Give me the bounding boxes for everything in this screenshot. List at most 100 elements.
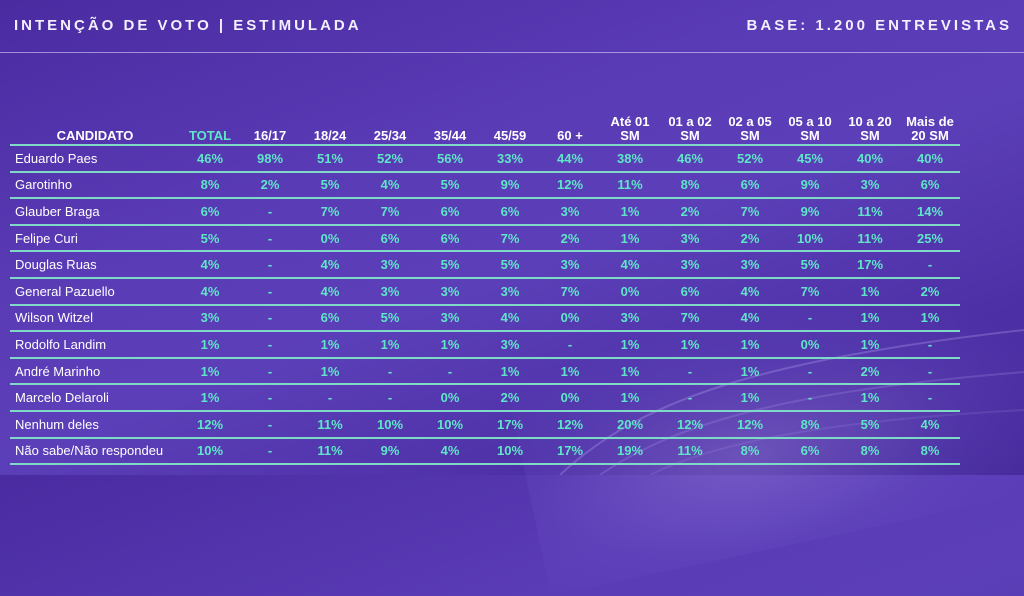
table-body: Eduardo Paes 46% 98% 51% 52% 56% 33% 44% 38% 46% 5…	[10, 145, 960, 466]
segment-value: 1%	[720, 384, 780, 412]
segment-value: 3%	[420, 277, 480, 306]
segment-value: 6%	[780, 437, 840, 466]
candidate-name: Felipe Curi	[10, 224, 180, 253]
segment-value: 1%	[360, 331, 420, 359]
column-header: Mais de 20 SM	[900, 113, 960, 146]
column-header-line: 10 a 20	[848, 114, 892, 129]
column-header: 05 a 10 SM	[780, 113, 840, 146]
segment-value: -	[420, 357, 480, 386]
table-row: Glauber Braga 6% -7% 7% 6% 6% 3% 1% 2% 7% 9% 11% 14%	[10, 198, 960, 226]
candidate-name: Glauber Braga	[10, 198, 180, 226]
segment-value: 0%	[600, 277, 660, 306]
column-header: 16/17	[240, 113, 300, 146]
segment-value: 12%	[720, 410, 780, 439]
segment-value: -	[660, 357, 720, 386]
segment-value: 8%	[660, 171, 720, 200]
segment-value: 1%	[600, 384, 660, 412]
total-value: 12%	[180, 410, 240, 439]
segment-value: 7%	[720, 198, 780, 226]
segment-value: 9%	[780, 198, 840, 226]
column-header-line: SM	[800, 128, 820, 143]
column-header-line: Até 01	[610, 114, 650, 129]
total-value: 3%	[180, 304, 240, 333]
table-header-row: CANDIDATO TOTAL 16/17 18/24 25/34 35/44 45/59 6…	[10, 113, 960, 146]
column-header-line: SM	[680, 128, 700, 143]
candidate-name: Douglas Ruas	[10, 251, 180, 279]
segment-value: 5%	[780, 251, 840, 279]
segment-value: 12%	[540, 410, 600, 439]
segment-value: 1%	[720, 331, 780, 359]
segment-value: 12%	[540, 171, 600, 200]
segment-value: 5%	[300, 171, 360, 200]
segment-value: 56%	[420, 145, 480, 173]
candidate-name: Nenhum deles	[10, 410, 180, 439]
segment-value: 44%	[540, 145, 600, 173]
column-header-line: 16/17	[253, 128, 287, 143]
segment-value: 11%	[840, 198, 900, 226]
table-row: André Marinho 1% -1% - -1% 1% 1% -1% -2% -	[10, 357, 960, 386]
segment-value: 52%	[360, 145, 420, 173]
column-header: 45/59	[480, 113, 540, 146]
column-header-line: SM	[740, 128, 760, 143]
segment-value: 51%	[300, 145, 360, 173]
table-row: Eduardo Paes 46% 98% 51% 52% 56% 33% 44% 38% 46% 5…	[10, 145, 960, 173]
column-header-line: 45/59	[493, 128, 527, 143]
segment-value: 11%	[300, 410, 360, 439]
segment-value: -	[780, 357, 840, 386]
column-header: 02 a 05 SM	[720, 113, 780, 146]
segment-value: 17%	[540, 437, 600, 466]
segment-value: 3%	[840, 171, 900, 200]
segment-value: 38%	[600, 145, 660, 173]
segment-value: 11%	[600, 171, 660, 200]
segment-value: 9%	[480, 171, 540, 200]
candidate-name: Marcelo Delaroli	[10, 384, 180, 412]
segment-value: 46%	[660, 145, 720, 173]
segment-value: 1%	[840, 304, 900, 333]
segment-value: 40%	[840, 145, 900, 173]
column-header-candidate: CANDIDATO	[10, 113, 180, 146]
segment-value: 4%	[900, 410, 960, 439]
segment-value: 6%	[420, 224, 480, 253]
segment-value: -	[240, 331, 300, 359]
segment-value: 5%	[360, 304, 420, 333]
segment-value: 40%	[900, 145, 960, 173]
segment-value: 8%	[900, 437, 960, 466]
segment-value: 0%	[780, 331, 840, 359]
segment-value: 4%	[600, 251, 660, 279]
segment-value: 1%	[600, 331, 660, 359]
segment-value: 3%	[660, 251, 720, 279]
segment-value: 3%	[600, 304, 660, 333]
segment-value: 6%	[360, 224, 420, 253]
segment-value: 11%	[840, 224, 900, 253]
segment-value: 2%	[660, 198, 720, 226]
segment-value: 10%	[420, 410, 480, 439]
total-value: 5%	[180, 224, 240, 253]
column-header-line: TOTAL	[188, 128, 232, 143]
segment-value: 3%	[360, 251, 420, 279]
segment-value: 2%	[720, 224, 780, 253]
segment-value: 17%	[480, 410, 540, 439]
segment-value: 4%	[480, 304, 540, 333]
total-value: 4%	[180, 251, 240, 279]
column-header: 25/34	[360, 113, 420, 146]
sample-base-label: BASE: 1.200 ENTREVISTAS	[746, 17, 1012, 34]
segment-value: 52%	[720, 145, 780, 173]
column-header-line: 20 SM	[911, 128, 949, 143]
segment-value: -	[780, 384, 840, 412]
column-header: 18/24	[300, 113, 360, 146]
table-row: Marcelo Delaroli 1% - - -0% 2% 0% 1% -1% -1% -	[10, 384, 960, 412]
vote-intention-table: CANDIDATO TOTAL 16/17 18/24 25/34 35/44 45/59 6…	[10, 113, 960, 466]
segment-value: 45%	[780, 145, 840, 173]
segment-value: 6%	[480, 198, 540, 226]
segment-value: 1%	[480, 357, 540, 386]
table-row: Não sabe/Não respondeu 10% -11% 9% 4% 10% 17% 1…	[10, 437, 960, 466]
segment-value: 9%	[780, 171, 840, 200]
segment-value: 3%	[720, 251, 780, 279]
total-value: 4%	[180, 277, 240, 306]
column-header: 60 +	[540, 113, 600, 146]
segment-value: 4%	[300, 277, 360, 306]
segment-value: 1%	[900, 304, 960, 333]
segment-value: -	[240, 304, 300, 333]
segment-value: 3%	[540, 198, 600, 226]
segment-value: -	[240, 198, 300, 226]
